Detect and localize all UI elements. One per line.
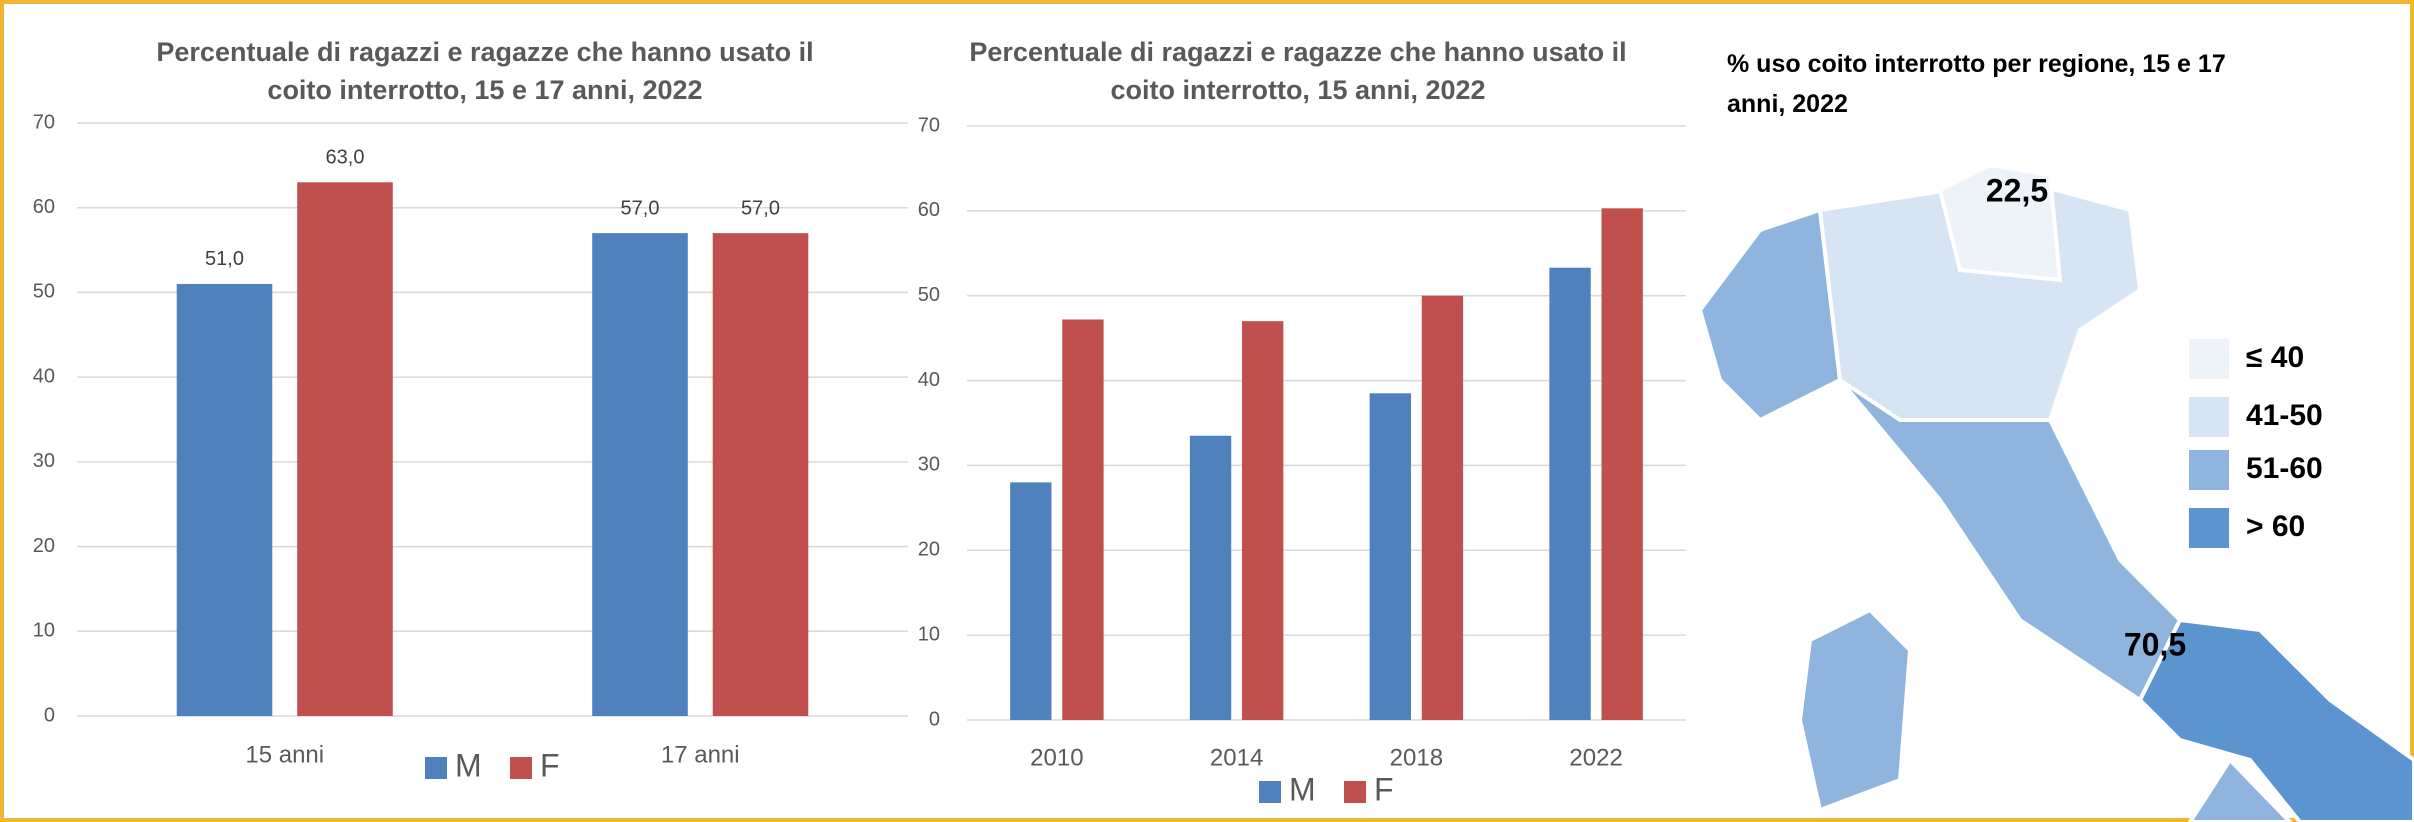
x-tick-label: 15 anni [245,741,324,768]
bar [1549,267,1591,720]
bar [1010,482,1052,720]
legend-swatch [2189,508,2229,548]
y-tick-label: 30 [33,450,55,472]
x-tick-label: 2010 [1030,744,1083,771]
y-tick-label: 40 [33,365,55,387]
bar [1189,435,1232,720]
data-label: 57,0 [621,197,660,219]
chart-title: Percentuale di ragazzi e ragazze che han… [156,37,813,105]
bar [297,182,393,717]
y-tick-label: 20 [918,539,940,561]
data-label: 51,0 [205,248,244,270]
legend-label: > 60 [2246,510,2305,543]
legend-label: ≤ 40 [2246,341,2304,374]
y-tick-label: 0 [44,704,55,726]
x-tick-label: 2014 [1210,744,1263,771]
y-tick-label: 50 [33,281,55,303]
y-tick-label: 60 [918,199,940,221]
region [1937,162,2063,283]
legend-label: 51-60 [2246,452,2323,485]
chart-title: % uso coito interrotto per regione, 15 e… [1727,50,2226,118]
x-tick-label: 2022 [1569,744,1622,771]
bar [176,283,273,716]
region [2187,756,2293,822]
data-label: 63,0 [326,147,365,169]
region [1797,607,1913,813]
y-tick-label: 0 [929,708,940,730]
y-tick-label: 50 [918,284,940,306]
data-label: 57,0 [741,197,780,219]
bar [1601,208,1643,720]
chart-title: Percentuale di ragazzi e ragazze che han… [969,37,1626,105]
map-annotation: 22,5 [1986,172,2048,208]
legend-swatch [510,757,532,779]
bar [712,233,809,716]
legend-label: M [1289,771,1316,807]
bar [592,233,688,716]
y-tick-label: 20 [33,535,55,557]
x-tick-label: 2018 [1390,744,1443,771]
bar [1062,319,1104,720]
legend-swatch [2189,339,2229,379]
y-tick-label: 40 [918,369,940,391]
bar [1369,393,1411,720]
y-tick-label: 70 [33,111,55,133]
legend-swatch [1259,781,1281,803]
legend-swatch [2189,450,2229,490]
y-tick-label: 10 [33,620,55,642]
legend-swatch [2189,397,2229,437]
y-tick-label: 10 [918,623,940,645]
y-tick-label: 70 [918,114,940,136]
legend-swatch [425,757,447,779]
legend-label: 41-50 [2246,399,2323,432]
legend-label: F [540,747,560,783]
y-tick-label: 60 [33,196,55,218]
legend-swatch [1344,781,1366,803]
bar [1421,295,1464,720]
y-tick-label: 30 [918,454,940,476]
map-annotation: 70,5 [2124,626,2186,662]
bar [1242,321,1284,720]
region [2137,617,2414,822]
legend-label: F [1374,771,1394,807]
legend-label: M [455,747,482,783]
italy-map [1697,162,2414,822]
x-tick-label: 17 anni [661,741,740,768]
